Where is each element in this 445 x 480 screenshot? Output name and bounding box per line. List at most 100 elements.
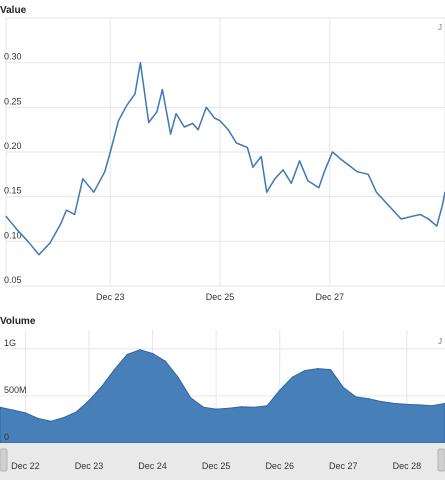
value-panel-title: Value	[0, 5, 27, 16]
volume-data-point	[253, 406, 255, 408]
value-data-point	[266, 191, 268, 193]
value-data-point	[252, 166, 254, 168]
value-data-point	[60, 222, 62, 225]
value-data-point	[375, 191, 378, 193]
volume-data-point	[177, 376, 179, 378]
volume-data-point	[190, 397, 192, 399]
value-data-point	[134, 93, 136, 95]
value-x-tick-label: Dec 23	[96, 292, 125, 302]
volume-data-point	[126, 353, 128, 356]
volume-data-point	[151, 352, 154, 355]
value-panel: Value J 0.050.100.150.200.250.30 Dec 23 D…	[0, 5, 445, 302]
volume-data-point	[12, 409, 14, 411]
value-data-point	[156, 111, 158, 113]
value-data-point	[148, 121, 150, 124]
volume-x-tick-label: Dec 28	[393, 461, 422, 471]
value-data-point	[340, 158, 342, 160]
value-grid	[6, 18, 445, 287]
volume-data-point	[304, 369, 306, 372]
value-data-point	[38, 254, 40, 256]
value-data-point	[411, 215, 413, 217]
value-data-point	[348, 164, 350, 166]
value-data-point	[126, 104, 128, 107]
value-data-point	[290, 182, 292, 184]
value-data-point	[419, 213, 421, 216]
value-data-point	[175, 112, 177, 115]
value-y-tick-label: 0.25	[4, 96, 22, 106]
volume-x-tick-label: Dec 23	[75, 461, 104, 471]
value-data-point	[356, 171, 358, 173]
value-x-tick-label: Dec 25	[206, 292, 235, 302]
volume-x-tick-label: Dec 24	[138, 461, 167, 471]
volume-data-point	[101, 385, 103, 388]
value-data-point	[307, 179, 309, 182]
value-data-point	[73, 213, 76, 216]
value-data-point	[104, 171, 106, 173]
value-data-point	[331, 151, 334, 153]
volume-y-axis: 0 500M 1G	[4, 338, 27, 442]
value-series	[5, 61, 445, 256]
volume-data-point	[342, 386, 344, 389]
value-y-tick-label: 0.20	[4, 141, 22, 151]
volume-panel-title: Volume	[0, 316, 36, 327]
value-data-point	[441, 205, 443, 207]
volume-corner-label: J	[438, 337, 442, 346]
value-data-point	[274, 178, 276, 180]
volume-y-tick-label: 1G	[4, 338, 16, 348]
value-data-point	[219, 120, 221, 122]
value-data-point	[392, 209, 394, 211]
volume-data-point	[393, 402, 395, 405]
value-y-axis: 0.05 0.10 0.15 0.20 0.25 0.30	[4, 52, 22, 285]
value-data-point	[235, 142, 238, 144]
value-data-point	[246, 146, 249, 149]
volume-data-point	[317, 368, 319, 370]
value-data-point	[49, 242, 51, 244]
volume-data-point	[240, 406, 243, 408]
volume-x-tick-label: Dec 27	[329, 461, 358, 471]
volume-data-point	[368, 398, 370, 400]
volume-data-point	[62, 416, 65, 419]
value-data-point	[318, 187, 320, 189]
value-data-point	[191, 122, 194, 125]
volume-data-point	[279, 389, 281, 391]
volume-data-point	[431, 405, 433, 407]
value-x-tick-label: Dec 27	[315, 292, 344, 302]
volume-data-point	[406, 403, 408, 405]
value-data-point	[27, 240, 29, 242]
value-data-point	[117, 120, 120, 122]
value-data-point	[323, 171, 325, 173]
value-data-point	[205, 106, 207, 108]
value-data-point	[139, 62, 142, 64]
volume-y-tick-label: 0	[4, 432, 9, 442]
value-y-tick-label: 0.05	[4, 275, 22, 285]
volume-data-point	[24, 412, 27, 414]
volume-data-point	[418, 404, 421, 406]
navigator-right-handle[interactable]	[437, 448, 445, 472]
value-data-point	[82, 178, 84, 180]
volume-data-point	[139, 349, 141, 351]
volume-data-point	[202, 406, 205, 408]
volume-data-point	[291, 376, 294, 378]
volume-data-point	[37, 417, 39, 420]
value-data-point	[93, 191, 95, 193]
volume-data-point	[228, 407, 230, 409]
navigator-bar[interactable]	[0, 443, 445, 480]
value-data-point	[183, 126, 185, 128]
value-corner-label: J	[438, 23, 442, 32]
value-data-point	[260, 155, 262, 158]
value-data-point	[367, 173, 369, 175]
value-y-tick-label: 0.10	[4, 230, 22, 240]
volume-x-tick-label: Dec 26	[265, 461, 294, 471]
value-data-point	[109, 151, 111, 153]
value-data-point	[427, 218, 430, 220]
volume-data-point	[266, 405, 268, 407]
volume-data-point	[329, 368, 332, 371]
value-data-point	[213, 117, 216, 119]
value-data-point	[197, 129, 199, 131]
value-x-axis: Dec 23 Dec 25 Dec 27	[96, 292, 344, 302]
value-y-tick-label: 0.15	[4, 186, 22, 196]
volume-x-axis: Dec 22 Dec 23 Dec 24 Dec 25 Dec 26 Dec 27 Dec …	[11, 461, 421, 471]
value-data-point	[282, 169, 284, 171]
navigator-left-handle[interactable]	[0, 448, 8, 472]
